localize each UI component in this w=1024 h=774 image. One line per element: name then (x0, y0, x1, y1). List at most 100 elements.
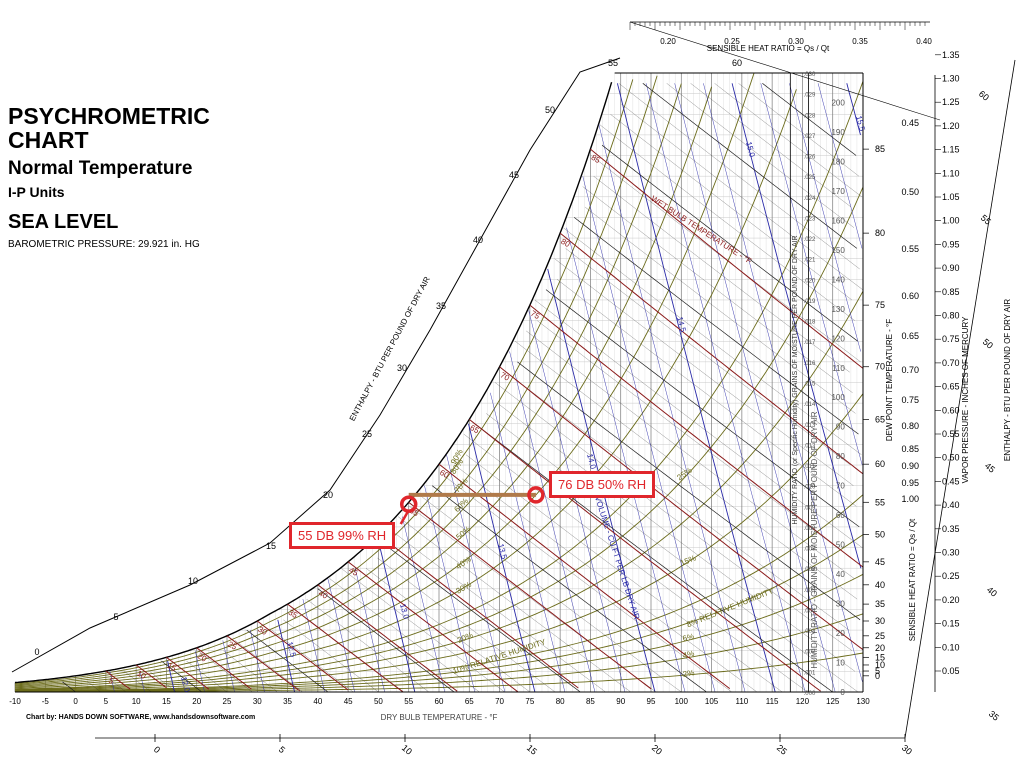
humidity-ratio-tick-label: .018 (804, 320, 816, 326)
dew-point-tick-label: 15 (875, 652, 885, 662)
enthalpy-line (149, 671, 177, 693)
dew-point-axis-label: DEW POINT TEMPERATURE - °F (885, 319, 894, 441)
dry-bulb-tick-label: 115 (766, 697, 779, 706)
enthalpy-line (161, 660, 203, 693)
vapor-pressure-tick-label: 0.80 (942, 311, 960, 321)
shr-diagonal (629, 21, 941, 121)
enthalpy-tick-label: 50 (545, 105, 555, 115)
shr-right-axis-label: SENSIBLE HEAT RATIO = Qs / Qt (908, 518, 917, 641)
wet-bulb-line (378, 534, 579, 689)
specific-volume-line (302, 599, 325, 693)
shr-right-tick-label: 0.90 (901, 461, 919, 471)
enthalpy-line (554, 258, 854, 486)
enthalpy-line (621, 103, 863, 290)
enthalpy-line (610, 114, 852, 301)
humidity-ratio-axis-label: HUMIDITY RATIO (or Specific Humidity) GR… (792, 235, 799, 524)
dry-bulb-tick-label: 120 (796, 697, 810, 706)
enthalpy-tick-label: 35 (436, 301, 446, 311)
relative-humidity-label: 4% (682, 649, 695, 660)
enthalpy-line (388, 547, 581, 693)
right-enthalpy-scale (904, 59, 1016, 739)
specific-volume-line (402, 516, 446, 693)
grains-tick-label: 10 (836, 659, 845, 668)
right-enthalpy-tick-label: 35 (987, 709, 1001, 723)
shr-right-tick-label: 0.95 (901, 478, 919, 488)
right-enthalpy-tick-label: 50 (981, 337, 995, 351)
enthalpy-line (534, 299, 863, 548)
enthalpy-line (495, 382, 853, 651)
wet-bulb-line (529, 304, 864, 568)
enthalpy-line (474, 423, 833, 693)
humidity-ratio-tick-label: .028 (804, 113, 816, 119)
specific-volume-line (277, 619, 296, 693)
dry-bulb-tick-label: 40 (313, 697, 322, 706)
vapor-pressure-tick-label: 0.70 (942, 358, 960, 368)
vapor-pressure-tick-label: 0.30 (942, 548, 960, 558)
dry-bulb-tick-label: -10 (9, 697, 21, 706)
grains-tick-label: 130 (831, 305, 845, 314)
specific-volume-line (846, 83, 861, 136)
grains-tick-label: 40 (836, 570, 845, 579)
shr-right-tick-label: 0.85 (901, 444, 919, 454)
enthalpy-line (186, 660, 228, 693)
relative-humidity-label: 15% (679, 554, 697, 568)
enthalpy-line (365, 568, 530, 693)
enthalpy-line (537, 320, 852, 559)
enthalpy-tick-label: 55 (608, 58, 618, 68)
bottom-enthalpy-tick-label: 15 (525, 743, 539, 757)
humidity-ratio-tick-label: .030 (804, 72, 816, 78)
shr-right-tick-label: 0.50 (901, 187, 919, 197)
wet-bulb-line (135, 664, 167, 689)
grains-tick-label: 80 (836, 452, 845, 461)
relative-humidity-curve (14, 186, 864, 691)
specific-volume-tick-label: 13.0 (398, 603, 411, 621)
dew-point-tick-label: 0 (875, 671, 880, 681)
enthalpy-line (329, 578, 480, 693)
shr-right-tick-label: 0.60 (901, 291, 919, 301)
wet-bulb-tick-label: 5 (107, 676, 116, 686)
wet-bulb-line (166, 656, 210, 690)
dew-point-tick-label: 85 (875, 144, 885, 154)
humidity-ratio-tick-label: .002 (804, 650, 816, 656)
shr-right-tick-label: 0.55 (901, 244, 919, 254)
relative-humidity-curve (14, 73, 755, 688)
wet-bulb-tick-label: 15 (166, 661, 179, 674)
vapor-pressure-tick-label: 0.20 (942, 595, 960, 605)
process-start-leader (399, 509, 410, 525)
dew-point-tick-label: 20 (875, 643, 885, 653)
relative-humidity-curve (14, 89, 797, 689)
dew-point-tick-label: 75 (875, 300, 885, 310)
dry-bulb-tick-label: 45 (344, 697, 353, 706)
grains-tick-label: 30 (836, 600, 845, 609)
wet-bulb-tick-label: 85 (590, 153, 603, 166)
humidity-ratio-tick-label: .019 (804, 299, 816, 305)
enthalpy-tick-label: 60 (732, 58, 742, 68)
wet-bulb-tick-label: 80 (559, 237, 572, 250)
dry-bulb-tick-label: 30 (253, 697, 262, 706)
specific-volume-tick-label: 14.0 (585, 453, 598, 471)
enthalpy-line (563, 227, 862, 455)
specific-volume-line (222, 640, 235, 693)
grains-tick-label: 200 (831, 98, 845, 107)
relative-humidity-label: 20% (456, 631, 474, 645)
dew-point-tick-label: 60 (875, 459, 885, 469)
dry-bulb-tick-label: 105 (705, 697, 719, 706)
wet-bulb-line (438, 463, 731, 689)
enthalpy-line (386, 526, 606, 693)
wet-bulb-line (196, 647, 252, 690)
relative-humidity-curve (14, 393, 864, 692)
saturation-curve (14, 81, 613, 684)
dew-point-tick-label: 30 (875, 616, 885, 626)
vapor-pressure-axis-label: VAPOR PRESSURE - INCHES OF MERCURY (961, 316, 970, 484)
grains-tick-label: 160 (831, 216, 845, 225)
wet-bulb-line (347, 561, 519, 693)
enthalpy-line (565, 248, 851, 466)
enthalpy-line (690, 83, 852, 208)
humidity-ratio-tick-label: .016 (804, 361, 816, 367)
shr-right-tick-label: 0.80 (901, 421, 919, 431)
humidity-ratio-tick-label: .020 (804, 278, 816, 284)
enthalpy-line (223, 650, 278, 693)
grains-tick-label: 70 (836, 482, 845, 491)
dry-bulb-tick-label: 55 (404, 697, 413, 706)
specific-volume-tick-label: 15.0 (744, 141, 757, 159)
